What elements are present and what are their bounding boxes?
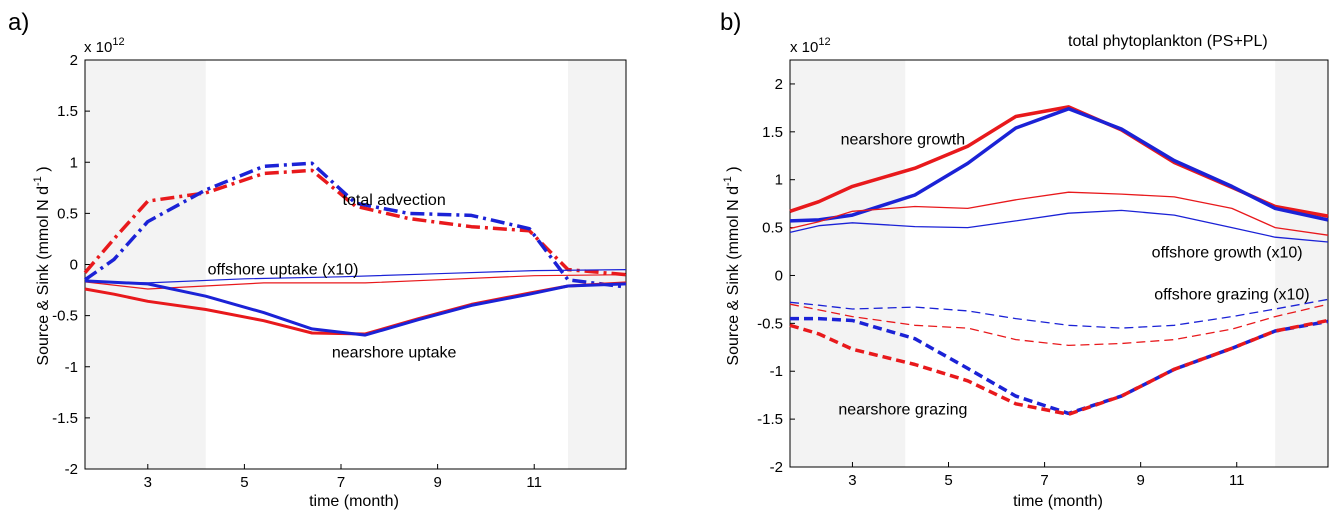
y-axis-label-b: Source & Sink (mmol N d-1 ) bbox=[722, 166, 742, 365]
x-tick-label-a-0: 3 bbox=[144, 474, 152, 491]
x-tick-label-a-2: 7 bbox=[337, 474, 345, 491]
y-tick-label-a-5: 0.5 bbox=[57, 205, 78, 222]
multiplier-label-b: x 1012 bbox=[790, 36, 831, 56]
x-axis-label-b: time (month) bbox=[1013, 493, 1103, 510]
series-line-a-5 bbox=[84, 279, 627, 337]
x-tick-label-a-4: 11 bbox=[526, 474, 542, 491]
annotation-b-3: nearshore grazing bbox=[838, 402, 967, 419]
y-tick-label-b-5: 0.5 bbox=[762, 220, 783, 237]
chart-title-b: total phytoplankton (PS+PL) bbox=[1068, 33, 1268, 50]
y-tick-label-a-6: 1 bbox=[70, 154, 78, 171]
plot-frame-b bbox=[789, 59, 1329, 468]
series-line-a-0 bbox=[83, 168, 627, 277]
x-tick-label-b-4: 11 bbox=[1229, 472, 1245, 489]
y-tick-label-a-7: 1.5 bbox=[57, 103, 78, 120]
series-line-b-1 bbox=[789, 107, 1329, 223]
series-line-a-3 bbox=[84, 274, 627, 290]
annotation-b-0: nearshore growth bbox=[841, 131, 966, 148]
y-tick-label-b-8: 2 bbox=[775, 76, 783, 93]
y-tick-label-b-2: -1 bbox=[770, 363, 783, 380]
x-tick-label-a-1: 5 bbox=[240, 474, 248, 491]
chart-panel-a: a) x 1012 NO3 Source & Sink (mmol N d-1 … bbox=[8, 9, 627, 510]
y-tick-label-b-1: -1.5 bbox=[757, 411, 783, 428]
x-axis-label-a: time (month) bbox=[309, 493, 399, 510]
shaded-band-a-1 bbox=[568, 60, 626, 469]
y-tick-label-b-4: 0 bbox=[775, 267, 783, 284]
y-tick-label-a-3: -0.5 bbox=[52, 308, 78, 325]
annotation-b-2: offshore grazing (x10) bbox=[1154, 287, 1309, 304]
panel-label-a: a) bbox=[8, 9, 29, 36]
y-tick-label-b-6: 1 bbox=[775, 172, 783, 189]
y-axis-label-a: Source & Sink (mmol N d-1 ) bbox=[32, 166, 52, 365]
annotation-a-1: offshore uptake (x10) bbox=[208, 262, 359, 279]
y-tick-label-a-8: 2 bbox=[70, 52, 78, 69]
annotation-a-2: nearshore uptake bbox=[332, 344, 457, 361]
y-tick-label-b-7: 1.5 bbox=[762, 124, 783, 141]
x-tick-label-b-1: 5 bbox=[944, 472, 952, 489]
x-tick-label-b-2: 7 bbox=[1040, 472, 1048, 489]
series-line-b-7 bbox=[789, 318, 1329, 417]
annotation-b-1: offshore growth (x10) bbox=[1152, 244, 1303, 261]
y-tick-label-a-4: 0 bbox=[70, 257, 78, 274]
y-tick-label-b-0: -2 bbox=[770, 459, 783, 476]
shaded-band-a-0 bbox=[85, 60, 206, 469]
y-tick-label-a-0: -2 bbox=[65, 461, 78, 478]
multiplier-label-a: x 1012 bbox=[84, 36, 125, 56]
series-line-b-5 bbox=[789, 303, 1329, 347]
annotation-a-0: total advection bbox=[343, 192, 446, 209]
y-tick-label-a-1: -1.5 bbox=[52, 410, 78, 427]
panel-label-b: b) bbox=[720, 9, 741, 36]
chart-panel-b: b) x 1012 total phytoplankton (PS+PL) So… bbox=[720, 9, 1329, 510]
y-tick-label-b-3: -0.5 bbox=[757, 315, 783, 332]
series-line-b-4 bbox=[789, 298, 1329, 329]
series-line-b-2 bbox=[789, 191, 1329, 236]
x-tick-label-b-0: 3 bbox=[848, 472, 856, 489]
shaded-band-b-0 bbox=[790, 60, 906, 467]
x-tick-label-b-3: 9 bbox=[1136, 472, 1144, 489]
x-tick-label-a-3: 9 bbox=[433, 474, 441, 491]
shaded-band-b-1 bbox=[1275, 60, 1328, 467]
y-tick-label-a-2: -1 bbox=[65, 359, 78, 376]
series-line-b-3 bbox=[789, 209, 1329, 243]
